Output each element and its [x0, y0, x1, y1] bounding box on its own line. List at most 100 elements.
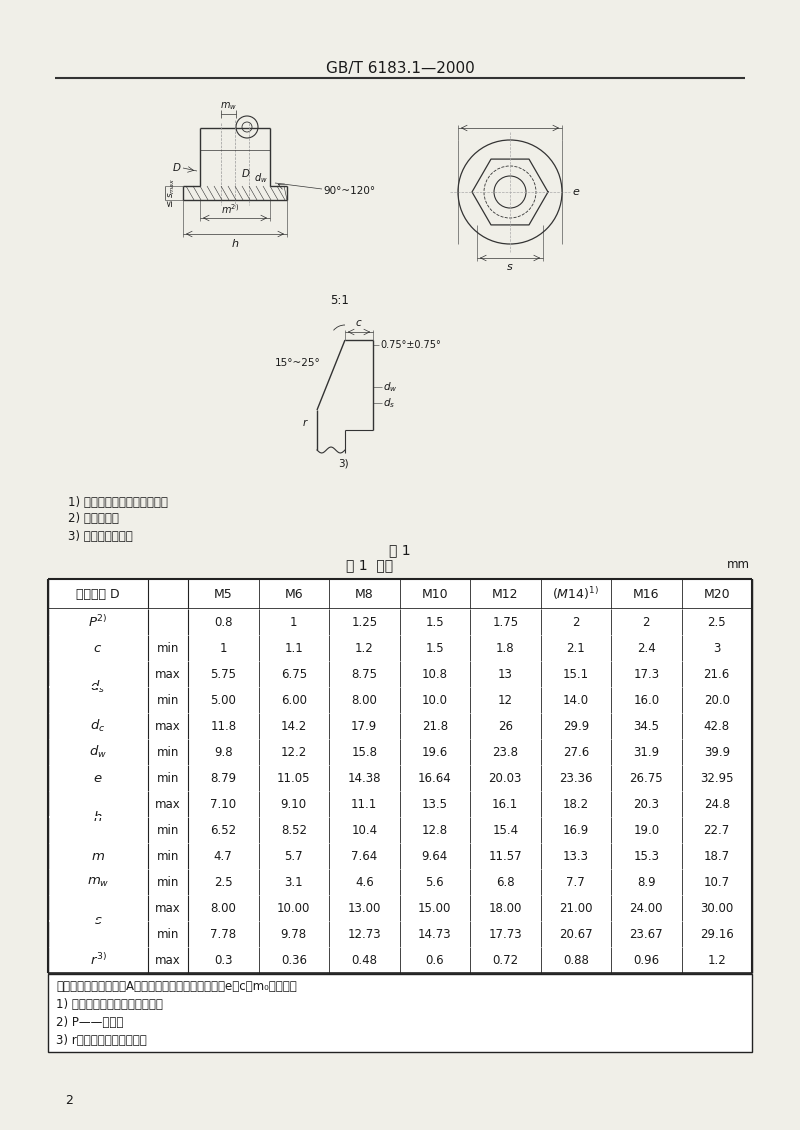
Text: min: min — [157, 772, 179, 784]
Bar — [48, 579, 752, 973]
Text: 6.52: 6.52 — [210, 824, 236, 836]
Text: 14.0: 14.0 — [562, 694, 589, 706]
Bar — [48, 817, 752, 843]
Text: 5.00: 5.00 — [210, 694, 236, 706]
Bar — [48, 843, 752, 869]
Text: 12.2: 12.2 — [281, 746, 307, 758]
Text: 表 1  尺寸: 表 1 尺寸 — [346, 558, 394, 572]
Text: 1.5: 1.5 — [426, 642, 444, 654]
Text: 29.16: 29.16 — [700, 928, 734, 940]
Text: max: max — [155, 954, 181, 966]
Text: 15°~25°: 15°~25° — [275, 358, 321, 368]
Text: $(M14)^{1)}$: $(M14)^{1)}$ — [552, 585, 599, 602]
Text: 18.2: 18.2 — [562, 798, 589, 810]
Text: 1) 尽可能不采用括号内的规格。: 1) 尽可能不采用括号内的规格。 — [56, 998, 163, 1010]
Text: 螺纹规格 D: 螺纹规格 D — [76, 588, 120, 600]
Text: min: min — [157, 746, 179, 758]
Text: 2) P——螺距。: 2) P——螺距。 — [56, 1016, 123, 1028]
Text: 20.67: 20.67 — [559, 928, 593, 940]
Text: 7.10: 7.10 — [210, 798, 236, 810]
Text: 1.25: 1.25 — [351, 616, 378, 628]
Text: 15.1: 15.1 — [562, 668, 589, 680]
Text: 15.3: 15.3 — [634, 850, 659, 862]
Text: 8.00: 8.00 — [210, 902, 236, 914]
Text: 7.64: 7.64 — [351, 850, 378, 862]
Text: 0.96: 0.96 — [633, 954, 659, 966]
Text: 21.8: 21.8 — [422, 720, 448, 732]
Text: min: min — [157, 850, 179, 862]
Text: $e$: $e$ — [94, 772, 102, 784]
Text: 3: 3 — [713, 642, 721, 654]
Text: M8: M8 — [355, 588, 374, 600]
Bar — [48, 609, 752, 635]
Text: $h$: $h$ — [94, 810, 102, 824]
Text: 0.8: 0.8 — [214, 616, 233, 628]
Text: 6.00: 6.00 — [281, 694, 306, 706]
Bar — [48, 791, 752, 817]
Text: $d_s$: $d_s$ — [383, 397, 395, 410]
Text: $m$: $m$ — [91, 850, 105, 862]
Text: $h$: $h$ — [231, 237, 239, 249]
Bar — [48, 713, 752, 739]
Text: 34.5: 34.5 — [634, 720, 659, 732]
Text: min: min — [157, 824, 179, 836]
Text: M6: M6 — [285, 588, 303, 600]
Text: 注：如产品通过了附录A的检验，则应视为满足了尺寸e、c和m₀的要求。: 注：如产品通过了附录A的检验，则应视为满足了尺寸e、c和m₀的要求。 — [56, 980, 297, 992]
Text: 19.0: 19.0 — [633, 824, 659, 836]
Text: 27.6: 27.6 — [562, 746, 589, 758]
Text: min: min — [157, 928, 179, 940]
Text: 39.9: 39.9 — [704, 746, 730, 758]
Text: 5.75: 5.75 — [210, 668, 236, 680]
Text: 8.75: 8.75 — [351, 668, 378, 680]
Text: 15.4: 15.4 — [492, 824, 518, 836]
Text: $d_w$: $d_w$ — [89, 744, 107, 760]
Text: 5.6: 5.6 — [426, 876, 444, 888]
Text: 0.75°±0.75°: 0.75°±0.75° — [380, 340, 441, 350]
Bar — [48, 895, 752, 921]
Text: 14.2: 14.2 — [281, 720, 307, 732]
Bar — [48, 765, 752, 791]
Text: r: r — [303, 418, 307, 428]
Text: 42.8: 42.8 — [704, 720, 730, 732]
Text: 29.9: 29.9 — [562, 720, 589, 732]
Text: 13: 13 — [498, 668, 513, 680]
Text: 0.72: 0.72 — [492, 954, 518, 966]
Text: 2: 2 — [572, 616, 579, 628]
Text: $c$: $c$ — [94, 642, 102, 654]
Text: 0.48: 0.48 — [351, 954, 378, 966]
Text: 15.8: 15.8 — [351, 746, 378, 758]
Text: 23.67: 23.67 — [630, 928, 663, 940]
Text: 2) 螺纹长度。: 2) 螺纹长度。 — [68, 513, 119, 525]
Text: 2.5: 2.5 — [214, 876, 233, 888]
Text: 20.03: 20.03 — [489, 772, 522, 784]
Text: 90°~120°: 90°~120° — [323, 186, 375, 195]
Bar — [48, 869, 752, 895]
Text: 24.00: 24.00 — [630, 902, 663, 914]
Text: max: max — [155, 720, 181, 732]
Text: $d_c$: $d_c$ — [90, 718, 106, 734]
Text: $m^{2)}$: $m^{2)}$ — [221, 202, 239, 216]
Bar — [48, 739, 752, 765]
Text: 2.4: 2.4 — [637, 642, 656, 654]
Text: 3) 棱边形状任选。: 3) 棱边形状任选。 — [68, 530, 133, 542]
Text: 26.75: 26.75 — [630, 772, 663, 784]
Text: 7.7: 7.7 — [566, 876, 585, 888]
Text: M10: M10 — [422, 588, 448, 600]
Text: 9.10: 9.10 — [281, 798, 307, 810]
Text: 16.1: 16.1 — [492, 798, 518, 810]
Text: min: min — [157, 876, 179, 888]
Text: 1.5: 1.5 — [426, 616, 444, 628]
Text: 10.7: 10.7 — [704, 876, 730, 888]
Text: 24.8: 24.8 — [704, 798, 730, 810]
Bar — [48, 921, 752, 947]
Text: 6.8: 6.8 — [496, 876, 514, 888]
Bar — [48, 635, 752, 661]
Text: $m_w$: $m_w$ — [86, 876, 110, 888]
Text: 3.1: 3.1 — [285, 876, 303, 888]
Bar — [48, 687, 752, 713]
Text: 2: 2 — [642, 616, 650, 628]
Text: 16.0: 16.0 — [633, 694, 659, 706]
Text: 15.00: 15.00 — [418, 902, 451, 914]
Text: $d_w$: $d_w$ — [383, 380, 398, 394]
Text: max: max — [155, 668, 181, 680]
